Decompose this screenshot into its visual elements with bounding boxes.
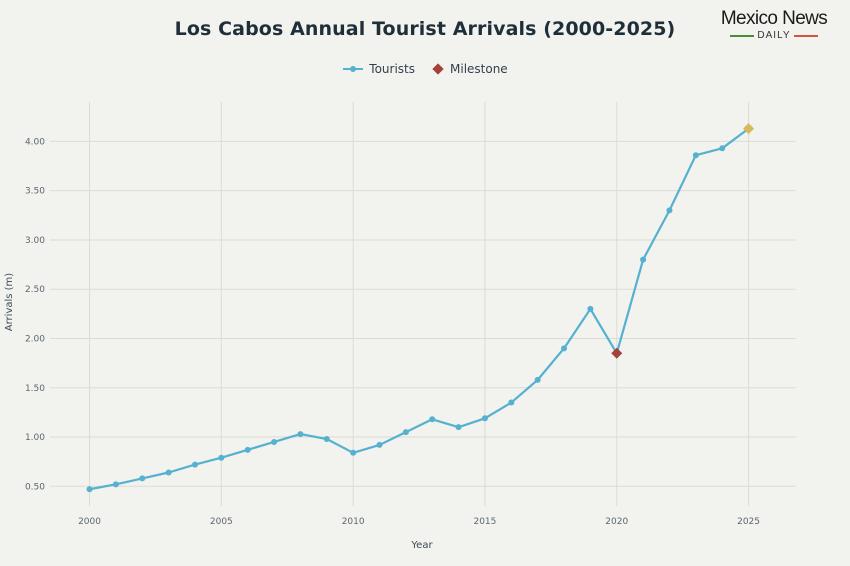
tourists-point-2010 (350, 449, 357, 456)
x-axis-title: Year (410, 540, 433, 551)
tourists-point-2001 (112, 481, 119, 488)
y-tick-label: 1.50 (25, 384, 45, 394)
tourists-series (86, 125, 752, 493)
tourists-point-2009 (323, 435, 330, 442)
x-tick-label: 2015 (473, 517, 496, 527)
y-tick-label: 1.00 (25, 433, 45, 443)
tourists-point-2018 (561, 345, 568, 352)
x-tick-label: 2000 (78, 517, 101, 527)
line-marker-icon (343, 66, 364, 72)
tourists-point-2015 (481, 415, 488, 422)
brand-subtitle-row: DAILY (708, 30, 840, 42)
legend: Tourists Milestone (0, 62, 850, 76)
axis-tick-labels: 2000 2005 2010 2015 2020 2025 0.50 1.00 1.50 2.00… (25, 137, 760, 527)
y-axis-title: Arrivals (m) (4, 273, 15, 332)
x-tick-label: 2025 (737, 517, 760, 527)
tourists-point-2013 (429, 416, 436, 423)
milestone-marker-2020 (611, 347, 623, 359)
legend-label-tourists: Tourists (369, 62, 415, 76)
tourists-point-2003 (165, 469, 172, 476)
y-tick-label: 3.00 (25, 236, 45, 246)
tourists-point-2017 (534, 376, 541, 383)
brand-logo: Mexico News DAILY (708, 8, 840, 42)
x-tick-label: 2020 (605, 517, 628, 527)
y-tick-label: 2.50 (25, 285, 45, 295)
y-tick-label: 2.00 (25, 334, 45, 344)
tourists-point-2022 (666, 207, 673, 214)
brand-name: Mexico News (720, 8, 828, 29)
legend-item-tourists[interactable]: Tourists (342, 62, 415, 76)
tourists-point-2011 (376, 441, 383, 448)
tourists-point-2012 (402, 429, 409, 436)
tourists-point-2000 (86, 486, 93, 493)
milestone-markers (611, 123, 755, 359)
tourists-point-2023 (692, 152, 699, 159)
tourists-point-2007 (271, 438, 278, 445)
brand-subtitle: DAILY (757, 30, 791, 41)
x-tick-label: 2005 (210, 517, 233, 527)
tourists-point-2016 (508, 399, 515, 406)
grid-lines (50, 102, 796, 506)
tourists-point-2024 (719, 145, 726, 152)
tourists-line (89, 127, 750, 491)
chart-title: Los Cabos Annual Tourist Arrivals (2000-… (174, 18, 676, 40)
y-tick-label: 4.00 (25, 137, 45, 147)
tourists-point-2005 (218, 454, 225, 461)
tourists-point-2002 (139, 475, 146, 482)
tourists-point-2021 (640, 256, 647, 263)
brand-rule-green (730, 35, 755, 37)
x-tick-label: 2010 (342, 517, 365, 527)
tourists-point-2019 (587, 305, 594, 312)
diamond-icon (432, 63, 444, 75)
y-tick-label: 0.50 (25, 482, 45, 492)
legend-item-milestone[interactable]: Milestone (431, 62, 508, 76)
milestone-marker-2025 (743, 123, 755, 135)
tourists-point-2004 (191, 461, 198, 468)
brand-rule-red (793, 35, 818, 37)
tourists-point-2008 (297, 431, 304, 438)
tourists-point-2006 (244, 446, 251, 453)
y-tick-label: 3.50 (25, 187, 45, 197)
tourists-point-2014 (455, 424, 462, 431)
legend-label-milestone: Milestone (450, 62, 508, 76)
